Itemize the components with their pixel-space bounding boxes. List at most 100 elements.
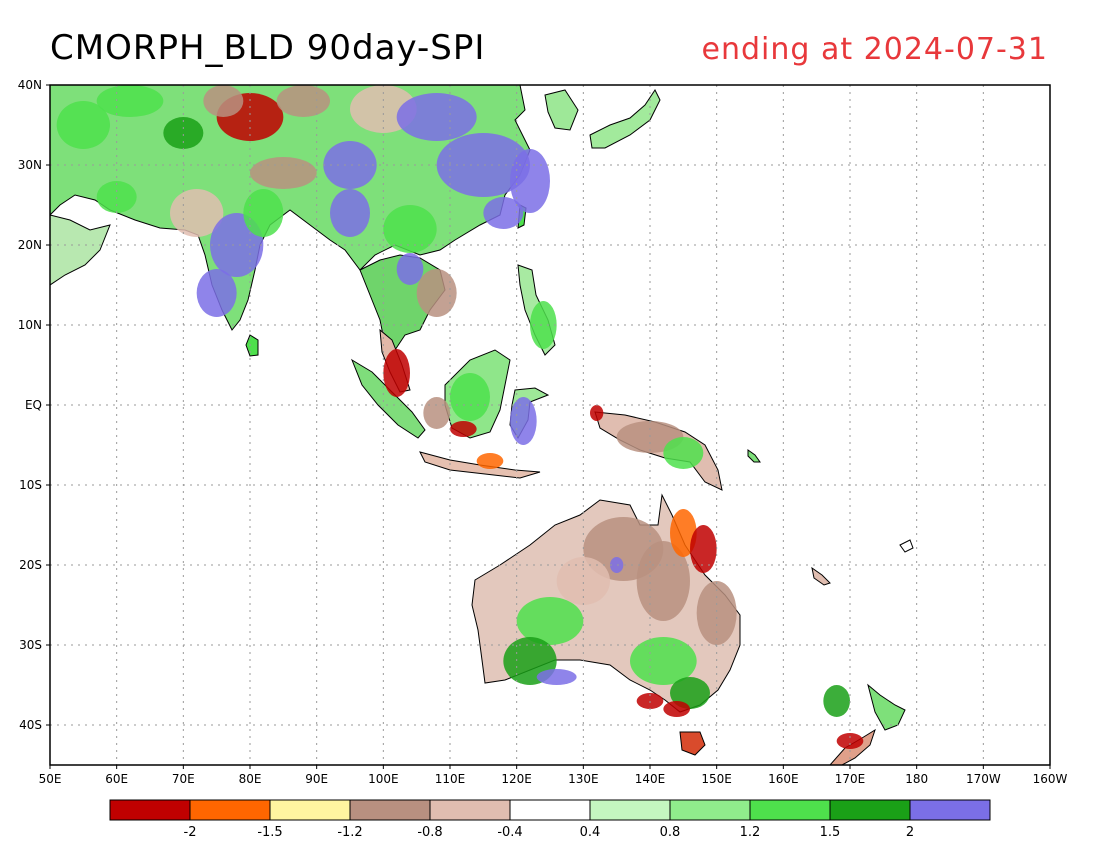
- spi-patch: [450, 421, 477, 437]
- spi-patch: [516, 597, 584, 645]
- spi-patch: [330, 189, 370, 237]
- spi-patch: [276, 85, 331, 117]
- lon-tick-label: 120E: [501, 772, 532, 786]
- colorbar-swatch: [589, 799, 671, 821]
- land-sri-lanka: [245, 334, 259, 357]
- lon-tick-label: 140E: [635, 772, 666, 786]
- spi-patch: [196, 269, 237, 317]
- spi-patch: [690, 525, 717, 573]
- lon-tick-label: 80E: [239, 772, 262, 786]
- colorbar-label: 0.8: [660, 825, 681, 840]
- colorbar-swatch: [189, 799, 271, 821]
- colorbar-label: 1.2: [740, 825, 761, 840]
- spi-patch: [556, 557, 610, 605]
- spi-patch: [483, 197, 524, 229]
- lat-tick-label: 40N: [18, 78, 42, 92]
- spi-patch: [323, 141, 377, 189]
- lon-tick-label: 160E: [768, 772, 799, 786]
- lon-tick-label: 180: [905, 772, 928, 786]
- spi-patch: [670, 509, 697, 557]
- spi-patch: [436, 133, 530, 197]
- lon-tick-label: 50E: [39, 772, 62, 786]
- map-subtitle: ending at 2024-07-31: [701, 32, 1048, 67]
- colorbar-swatch: [429, 799, 511, 821]
- lon-tick-label: 110E: [435, 772, 466, 786]
- spi-patch: [96, 85, 164, 117]
- lon-tick-label: 100E: [368, 772, 399, 786]
- spi-patch: [590, 405, 604, 421]
- spi-patch: [163, 117, 204, 149]
- lat-tick-label: 20N: [18, 238, 42, 252]
- lat-tick-label: 30N: [18, 158, 42, 172]
- spi-patch: [663, 437, 704, 469]
- spi-patch: [243, 189, 284, 237]
- lat-tick-label: 20S: [19, 558, 42, 572]
- lat-tick-label: 10N: [18, 318, 42, 332]
- land-solomon-islands: [747, 449, 761, 463]
- lon-tick-label: 160W: [1033, 772, 1068, 786]
- colorbar-swatch: [269, 799, 351, 821]
- lat-tick-label: 10S: [19, 478, 42, 492]
- lon-tick-label: 170E: [835, 772, 866, 786]
- spi-patch: [476, 453, 504, 469]
- colorbar-label: 2: [906, 825, 914, 840]
- spi-patch: [203, 85, 244, 117]
- colorbar-label: -1.5: [257, 825, 282, 840]
- land-japan: [589, 89, 661, 149]
- map-plot-area: [46, 84, 1051, 769]
- colorbar-labels: -2 -1.5 -1.2 -0.8 -0.4 0.4 0.8 1.2 1.5 2: [184, 825, 915, 840]
- colorbar-label: -1.2: [337, 825, 362, 840]
- spi-patch: [663, 701, 691, 717]
- longitude-labels: 50E 60E 70E 80E 90E 100E 110E 120E 130E 140E 150E 1…: [39, 772, 1068, 786]
- lat-tick-label: 30S: [19, 638, 42, 652]
- colorbar-label: -0.8: [417, 825, 442, 840]
- spi-patch: [383, 349, 410, 397]
- spi-patch: [416, 269, 457, 317]
- spi-patch: [536, 669, 577, 685]
- spi-patch: [396, 253, 424, 285]
- land-arabia: [50, 214, 111, 286]
- colorbar-label: 1.5: [820, 825, 841, 840]
- spi-patch: [450, 373, 490, 421]
- colorbar-swatch: [349, 799, 431, 821]
- spi-patch: [396, 93, 477, 141]
- land-new-caledonia: [811, 566, 831, 586]
- land-sumatra: [350, 358, 426, 439]
- colorbar-label: 0.4: [580, 825, 601, 840]
- lon-tick-label: 150E: [701, 772, 732, 786]
- spi-patch: [696, 581, 737, 645]
- spi-patch: [250, 157, 317, 189]
- colorbar: [109, 799, 991, 821]
- colorbar-swatch: [109, 799, 191, 821]
- colorbar-swatch: [509, 799, 591, 821]
- spi-patch: [670, 677, 710, 709]
- lon-tick-label: 90E: [305, 772, 328, 786]
- land-korea: [544, 89, 579, 131]
- spi-patch: [530, 301, 557, 349]
- spi-patch: [630, 637, 697, 685]
- spi-patches: [56, 85, 864, 749]
- spi-patch: [509, 397, 537, 445]
- spi-patch: [823, 685, 851, 717]
- colorbar-swatch: [909, 799, 991, 821]
- land-tasmania: [679, 731, 706, 756]
- map-title: CMORPH_BLD 90day-SPI: [50, 28, 486, 68]
- lon-tick-label: 130E: [568, 772, 599, 786]
- colorbar-swatch: [669, 799, 751, 821]
- spi-patch: [610, 557, 624, 573]
- colorbar-swatch: [829, 799, 911, 821]
- colorbar-label: -0.4: [497, 825, 522, 840]
- spi-patch: [423, 397, 450, 429]
- colorbar-swatch: [749, 799, 831, 821]
- colorbar-label: -2: [184, 825, 197, 840]
- land-new-zealand-north: [867, 683, 906, 731]
- lat-tick-label: EQ: [25, 398, 42, 412]
- spi-patch: [56, 101, 110, 149]
- land-fiji: [899, 539, 914, 553]
- lon-tick-label: 170W: [966, 772, 1001, 786]
- lon-tick-label: 60E: [105, 772, 128, 786]
- map-gridlines: [46, 84, 1051, 769]
- spi-patch: [836, 733, 864, 749]
- spi-patch: [383, 205, 437, 253]
